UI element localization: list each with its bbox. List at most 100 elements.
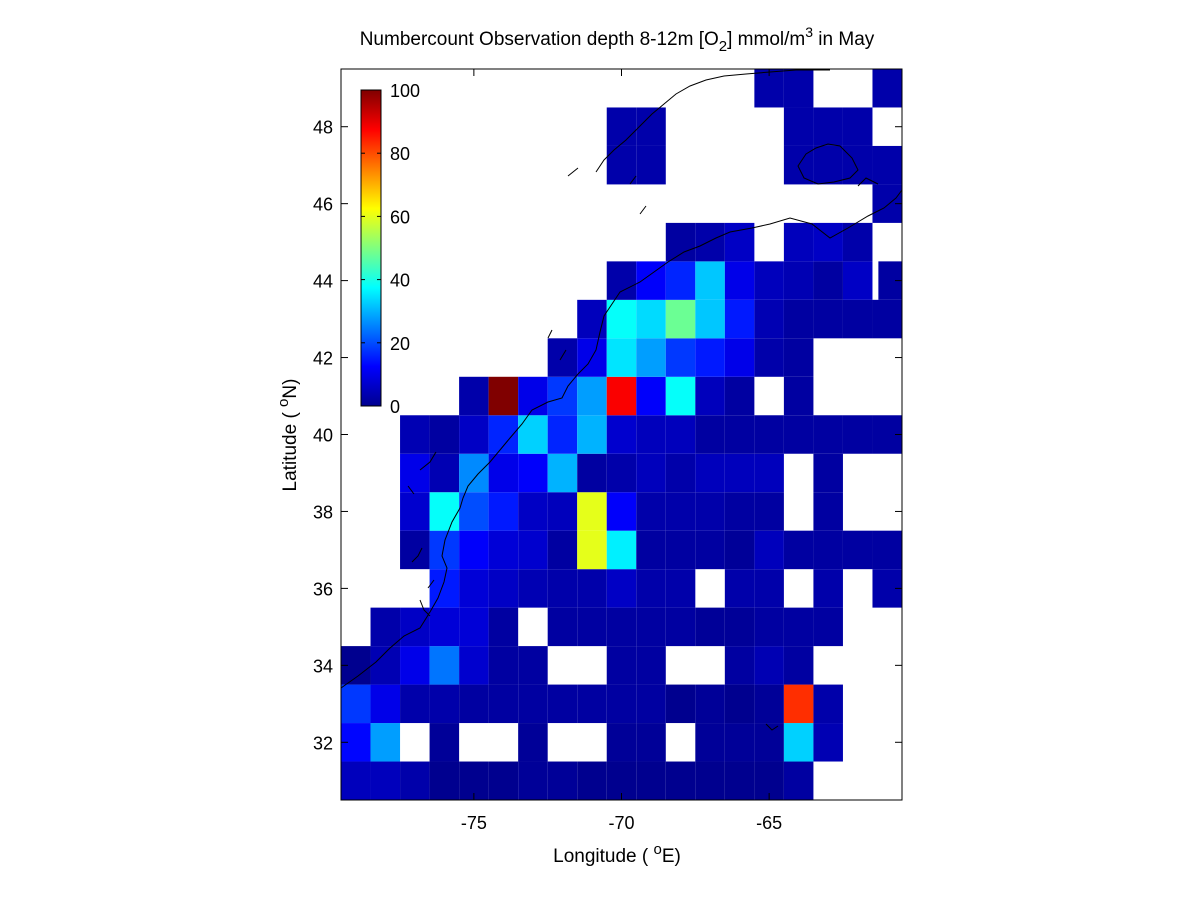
heatmap-cell: [400, 607, 430, 647]
colorbar-tick-label: 20: [390, 334, 410, 354]
heatmap-cell: [518, 723, 548, 762]
heatmap-cell: [547, 607, 578, 647]
heatmap-cell: [665, 569, 696, 608]
heatmap-cell: [518, 376, 548, 416]
colorbar-tick-label: 40: [390, 271, 410, 291]
heatmap-cell: [636, 646, 666, 685]
heatmap-cell: [783, 607, 814, 647]
colorbar-tick-label: 100: [390, 81, 420, 101]
heatmap-cell: [547, 492, 578, 531]
heatmap-cell: [813, 145, 843, 185]
heatmap-cell: [459, 453, 489, 493]
x-tick-label: -75: [461, 813, 487, 833]
heatmap-cell: [695, 607, 725, 647]
colorbar-gradient: [360, 89, 382, 407]
heatmap-cells: [341, 69, 902, 800]
heatmap-cell: [695, 376, 725, 416]
heatmap-cell: [724, 684, 755, 724]
heatmap-cell: [459, 569, 489, 608]
heatmap-cell: [842, 222, 873, 262]
heatmap-cell: [606, 261, 637, 300]
heatmap-cell: [665, 338, 696, 377]
heatmap-cell: [606, 530, 637, 570]
y-tick-label: 36: [313, 579, 333, 599]
heatmap-cell: [606, 376, 637, 416]
heatmap-cell: [695, 299, 725, 339]
heatmap-cell: [695, 415, 725, 454]
heatmap-cell: [724, 453, 755, 493]
heatmap-cell: [400, 530, 430, 570]
heatmap-cell: [783, 761, 814, 800]
heatmap-cell: [754, 261, 784, 300]
heatmap-cell: [636, 569, 666, 608]
heatmap-cell: [518, 530, 548, 570]
heatmap-cell: [518, 646, 548, 685]
y-tick-label: 40: [313, 426, 333, 446]
heatmap-cell: [606, 107, 637, 146]
heatmap-cell: [665, 261, 696, 300]
heatmap-cell: [783, 530, 814, 570]
heatmap-cell: [577, 492, 607, 531]
y-tick-label: 48: [313, 118, 333, 138]
coastline: [340, 69, 903, 731]
heatmap-cell: [783, 646, 814, 685]
heatmap-cell: [400, 761, 430, 800]
heatmap-cell: [488, 569, 519, 608]
heatmap-cell: [878, 261, 902, 300]
heatmap-cell: [783, 107, 814, 146]
heatmap-cell: [636, 415, 666, 454]
heatmap-cell: [606, 338, 637, 377]
heatmap-cell: [577, 569, 607, 608]
heatmap-cell: [547, 453, 578, 493]
heatmap-cell: [695, 338, 725, 377]
heatmap-cell: [813, 107, 843, 146]
heatmap-cell: [429, 646, 460, 685]
heatmap-cell: [488, 607, 519, 647]
heatmap-cell: [636, 607, 666, 647]
plot-area: 0 20 40 60 80 100 -75 -70 -65 32 34 36 38 40 42 44 46 48: [313, 68, 903, 833]
heatmap-cell: [636, 338, 666, 377]
y-axis-label: Latitude ( oN): [275, 379, 301, 492]
heatmap-cell: [754, 569, 784, 608]
heatmap-cell: [754, 607, 784, 647]
heatmap-cell: [370, 684, 401, 724]
heatmap-cell: [577, 761, 607, 800]
heatmap-cell: [842, 107, 873, 146]
heatmap-cell: [724, 646, 755, 685]
heatmap-cell: [370, 646, 401, 685]
heatmap-cell: [754, 723, 784, 762]
heatmap-cell: [665, 530, 696, 570]
heatmap-cell: [724, 492, 755, 531]
heatmap-cell: [459, 376, 489, 416]
heatmap-cell: [488, 415, 519, 454]
heatmap-cell: [606, 646, 637, 685]
heatmap-cell: [724, 376, 755, 416]
heatmap-cell: [783, 299, 814, 339]
heatmap-cell: [606, 492, 637, 531]
heatmap-cell: [872, 530, 902, 570]
heatmap-cell: [459, 492, 489, 531]
heatmap-cell: [400, 492, 430, 531]
heatmap-cell: [813, 492, 843, 531]
heatmap-cell: [606, 607, 637, 647]
colorbar: 0 20 40 60 80 100: [360, 81, 420, 417]
heatmap-cell: [695, 761, 725, 800]
heatmap-cell: [665, 607, 696, 647]
heatmap-cell: [783, 261, 814, 300]
heatmap-cell: [488, 761, 519, 800]
heatmap-cell: [695, 530, 725, 570]
y-tick-label: 32: [313, 733, 333, 753]
heatmap-cell: [783, 69, 814, 108]
heatmap-cell: [577, 453, 607, 493]
heatmap-cell: [459, 530, 489, 570]
heatmap-cell: [400, 415, 430, 454]
heatmap-cell: [665, 376, 696, 416]
heatmap-cell: [872, 299, 902, 339]
heatmap-cell: [665, 684, 696, 724]
heatmap-cell: [518, 492, 548, 531]
x-tick-label: -65: [756, 813, 782, 833]
heatmap-cell: [429, 453, 460, 493]
heatmap-cell: [813, 684, 843, 724]
heatmap-cell: [754, 415, 784, 454]
